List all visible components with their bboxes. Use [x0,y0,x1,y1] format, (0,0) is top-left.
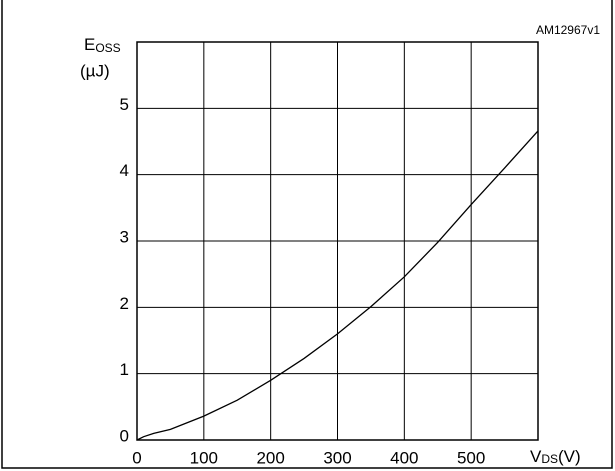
y-tick-label: 4 [120,161,129,180]
y-tick-label: 5 [120,95,129,114]
x-tick-label: 300 [323,448,351,467]
x-tick-label: 200 [256,448,284,467]
x-tick-label: 0 [132,448,141,467]
y-label-sub: OSS [95,41,120,55]
y-label-main: E [84,35,95,54]
y-unit: (µJ) [80,61,110,80]
x-tick-label: 100 [190,448,218,467]
y-tick-label: 3 [120,227,129,246]
x-unit: (V) [558,447,581,466]
x-label-main: V [530,447,542,466]
y-tick-label: 1 [120,360,129,379]
y-tick-label: 0 [120,426,129,445]
x-tick-label: 400 [390,448,418,467]
y-axis-label: EOSS [84,35,121,55]
annotation: AM12967v1 [536,23,600,37]
curve [136,130,539,441]
x-tick-label: 500 [457,448,485,467]
x-label-sub: DS [541,452,558,466]
x-axis-label: VDS(V) [530,447,581,466]
y-tick-label: 2 [120,294,129,313]
